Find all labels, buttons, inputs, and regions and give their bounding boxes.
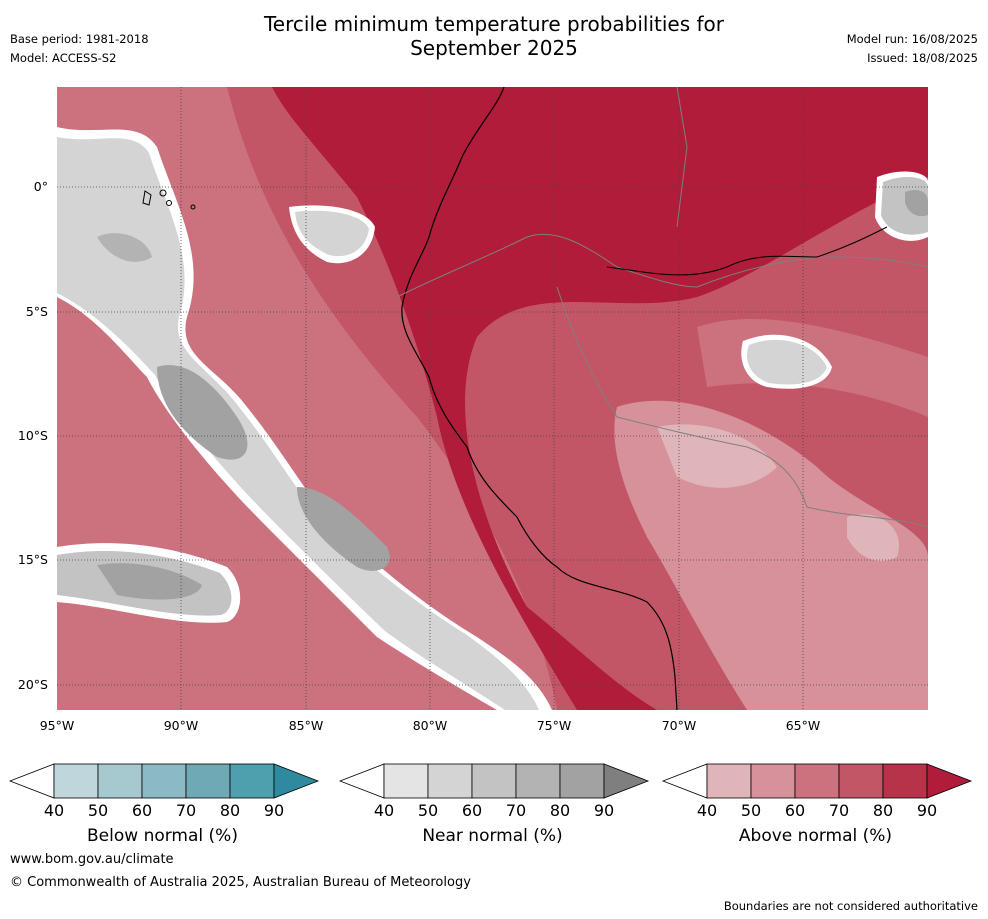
base-period: Base period: 1981-2018 [10, 32, 149, 46]
colorbar-tick-label: 50 [87, 801, 109, 820]
colorbar-tick-label: 70 [505, 801, 527, 820]
colorbar-segment [383, 763, 429, 799]
chart-title: Tercile minimum temperature probabilitie… [0, 12, 988, 60]
meta-right: Model run: 16/08/2025 Issued: 18/08/2025 [847, 30, 978, 68]
footer-url: www.bom.gov.au/climate [10, 852, 174, 867]
colorbar-tick-label: 50 [740, 801, 762, 820]
colorbar-segment [838, 763, 884, 799]
colorbar-tick-label: 40 [373, 801, 395, 820]
colorbar-tick-label: 80 [219, 801, 241, 820]
colorbar-segment [706, 763, 752, 799]
galapagos-patch [295, 210, 369, 257]
colorbar-segment [471, 763, 517, 799]
lon-label-65w: 65°W [785, 718, 821, 733]
near-normal-core-1 [157, 365, 248, 460]
gridlines [57, 87, 928, 710]
colorbar-tick-label: 40 [43, 801, 65, 820]
colorbar-segment [97, 763, 143, 799]
colorbar-tick-label: 60 [784, 801, 806, 820]
meta-left: Base period: 1981-2018 Model: ACCESS-S2 [10, 30, 149, 68]
colorbar-extend-low [661, 763, 708, 799]
colorbar-label-above: Above normal (%) [738, 826, 893, 846]
near-normal-band [57, 137, 539, 710]
lon-label-75w: 75°W [536, 718, 572, 733]
pale-red-patch [847, 514, 899, 561]
colorbar-segment [559, 763, 605, 799]
lat-label-10s: 10°S [17, 428, 48, 443]
colorbar-segment [53, 763, 99, 799]
colorbar-tick-label: 90 [593, 801, 615, 820]
colorbar-above-normal [661, 763, 973, 799]
colorbar-segment [794, 763, 840, 799]
issued-date: Issued: 18/08/2025 [867, 51, 978, 65]
colorbar-extend-high [926, 763, 973, 799]
colorbar-segment [141, 763, 187, 799]
map-svg [57, 87, 928, 710]
lon-label-80w: 80°W [412, 718, 448, 733]
near-normal-core-3 [97, 233, 152, 262]
lat-label-20s: 20°S [17, 677, 48, 692]
model-name: Model: ACCESS-S2 [10, 51, 117, 65]
colorbar-tick-label: 80 [872, 801, 894, 820]
ne-near-normal-core [905, 190, 928, 217]
colorbar-tick-label: 80 [549, 801, 571, 820]
colorbar-below-normal [8, 763, 320, 799]
colorbar-near-normal [338, 763, 650, 799]
colorbar-segment [882, 763, 928, 799]
river [606, 226, 888, 276]
colorbar-tick-label: 90 [263, 801, 285, 820]
lon-label-85w: 85°W [288, 718, 324, 733]
colorbar-tick-label: 60 [461, 801, 483, 820]
colorbar-extend-high [273, 763, 320, 799]
colorbar-extend-high [603, 763, 650, 799]
colorbar-tick-label: 70 [175, 801, 197, 820]
model-run: Model run: 16/08/2025 [846, 32, 978, 46]
galapagos-islands [142, 189, 196, 210]
colorbar-segment [185, 763, 231, 799]
colorbar-tick-label: 90 [916, 801, 938, 820]
lon-label-95w: 95°W [39, 718, 75, 733]
colorbar-segment [427, 763, 473, 799]
colorbar-segment [229, 763, 275, 799]
colorbars [8, 763, 973, 799]
colorbar-tick-label: 40 [696, 801, 718, 820]
colorbar-segment [750, 763, 796, 799]
colorbar-tick-label: 50 [417, 801, 439, 820]
near-normal-core-2 [297, 487, 390, 571]
lon-label-70w: 70°W [661, 718, 697, 733]
colorbar-segment [515, 763, 561, 799]
sw-near-normal-core [97, 563, 202, 600]
lat-label-0: 0° [33, 179, 48, 194]
colorbar-extend-low [8, 763, 55, 799]
lat-label-5s: 5°S [25, 304, 48, 319]
probability-map [57, 87, 928, 710]
coastline [401, 87, 678, 710]
footer-copyright: © Commonwealth of Australia 2025, Austra… [10, 875, 471, 890]
interior-pale-red [657, 424, 777, 488]
colorbar-label-below: Below normal (%) [87, 826, 238, 846]
country-borders [396, 87, 928, 528]
colorbar-tick-label: 70 [828, 801, 850, 820]
title-line-1: Tercile minimum temperature probabilitie… [263, 12, 725, 36]
lat-label-15s: 15°S [17, 552, 48, 567]
colorbar-label-near: Near normal (%) [422, 826, 563, 846]
interior-near-normal [747, 339, 827, 385]
colorbar-extend-low [338, 763, 385, 799]
title-line-2: September 2025 [410, 36, 578, 60]
boundary-disclaimer: Boundaries are not considered authoritat… [723, 899, 978, 913]
lon-label-90w: 90°W [163, 718, 199, 733]
colorbar-tick-label: 60 [131, 801, 153, 820]
